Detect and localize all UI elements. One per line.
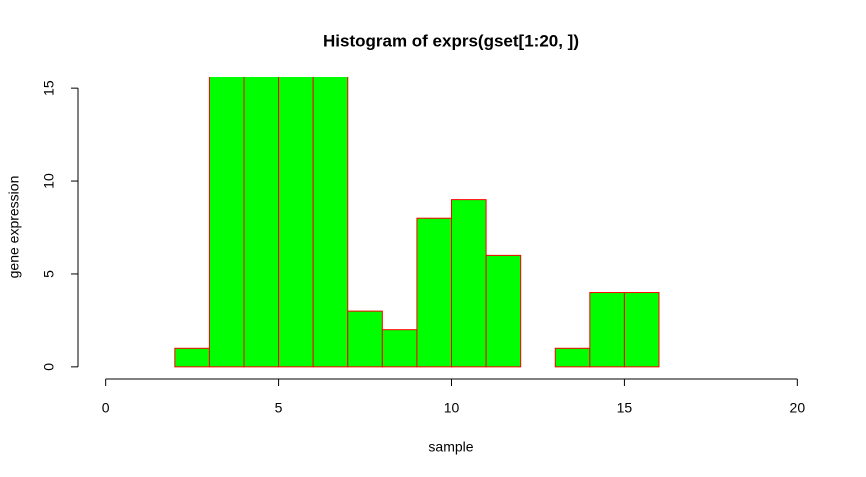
bar [278,77,314,368]
bar [554,347,591,368]
x-tick-label: 20 [790,400,806,416]
y-tick-label: 15 [41,80,57,96]
bar [174,347,210,368]
x-tick-label: 0 [102,400,110,416]
y-axis-label: gene expression [6,176,22,279]
bar [416,217,452,368]
bar [623,292,660,368]
bar [208,77,245,368]
x-tick-label: 5 [275,400,283,416]
bar [485,254,522,368]
bar [347,310,383,368]
y-tick-label: 10 [41,173,57,189]
chart-title: Histogram of exprs(gset[1:20, ]) [323,31,579,50]
y-tick-label: 0 [41,363,57,371]
x-tick-label: 15 [617,400,633,416]
bar [243,77,280,368]
x-axis-label: sample [428,439,473,455]
bar [312,77,349,368]
y-tick-label: 5 [41,270,57,278]
bar [451,199,487,368]
bar [381,329,418,368]
x-tick-label: 10 [444,400,460,416]
bar [589,292,625,368]
plot-area [174,77,660,368]
